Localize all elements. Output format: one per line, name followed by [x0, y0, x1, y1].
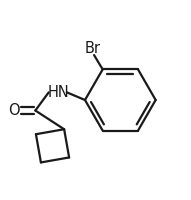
Text: Br: Br [85, 41, 101, 56]
Text: HN: HN [47, 85, 69, 100]
Text: O: O [8, 103, 19, 118]
